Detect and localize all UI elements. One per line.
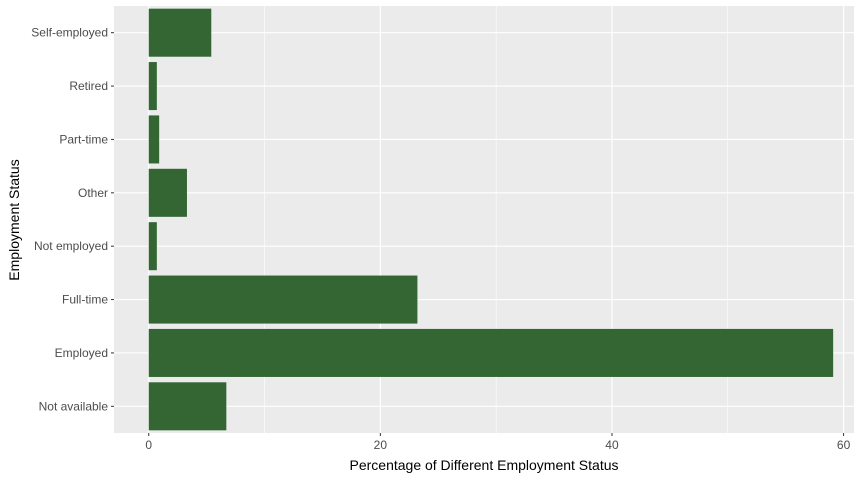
x-tick-label: 40 [605,438,619,452]
y-tick-label: Other [78,186,108,200]
x-tick-label: 0 [145,438,152,452]
y-tick-label: Not available [39,399,109,413]
bars [148,8,834,431]
x-axis-title: Percentage of Different Employment Statu… [350,457,619,473]
bar [148,328,834,377]
bar [148,115,160,164]
y-tick-label: Employed [55,346,108,360]
y-tick-label: Retired [69,79,108,93]
x-tick-label: 60 [837,438,851,452]
bar [148,62,157,111]
y-tick-label: Full-time [62,293,108,307]
bar [148,275,418,324]
y-tick-label: Not employed [34,239,108,253]
axes: Not available Employed Full-time Not employ… [31,26,850,452]
bar [148,168,187,217]
x-tick-label: 20 [374,438,388,452]
bar [148,382,227,431]
y-axis-title: Employment Status [6,159,22,280]
bar [148,222,157,271]
y-tick-label: Part-time [59,132,108,146]
y-tick-label: Self-employed [31,26,108,40]
bar [148,8,212,57]
